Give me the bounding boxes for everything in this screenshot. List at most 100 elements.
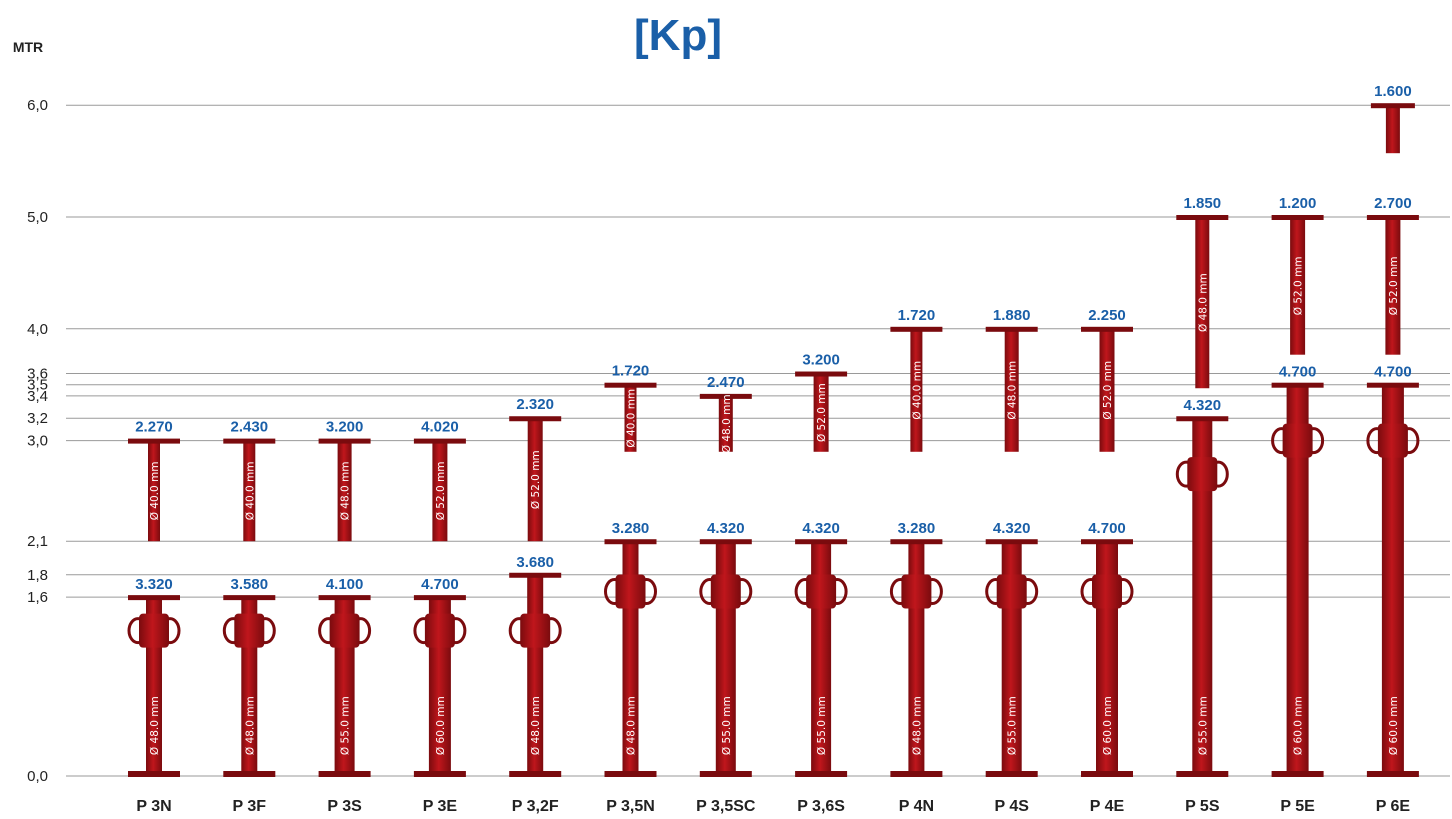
load-at-min-label: 4.700 — [1374, 364, 1412, 381]
outer-diameter-label: Ø 48.0 mm — [911, 696, 923, 755]
inner-diameter-label: Ø 52.0 mm — [1102, 361, 1114, 420]
prop-p-4e: 4.700 2.250 Ø 60.0 mm Ø 52.0 mm — [1080, 307, 1134, 777]
category-label: P 3E — [423, 798, 458, 815]
y-tick-label: 3,5 — [27, 377, 48, 394]
y-tick-label: 1,6 — [27, 589, 48, 606]
inner-tube — [432, 440, 448, 542]
base-plate — [1271, 771, 1324, 777]
inner-tube — [624, 384, 637, 452]
prop-p-5s: 4.320 1.850 Ø 55.0 mm Ø 48.0 mm — [1175, 195, 1229, 777]
min-height-plate — [509, 572, 562, 578]
adjustment-nut — [234, 613, 265, 648]
inner-tube — [718, 395, 733, 452]
outer-tube — [1381, 384, 1404, 776]
category-label: P 3,5N — [606, 798, 655, 815]
min-height-plate — [1366, 382, 1419, 388]
load-at-max-label: 3.200 — [326, 419, 364, 436]
min-height-plate — [1271, 382, 1324, 388]
category-label: P 6E — [1376, 798, 1411, 815]
outer-diameter-label: Ø 55.0 mm — [1007, 696, 1019, 755]
max-height-plate — [1271, 215, 1324, 220]
base-plate — [1366, 771, 1419, 777]
y-tick-label: 6,0 — [27, 97, 48, 114]
max-height-plate — [890, 326, 943, 332]
max-height-plate — [413, 438, 466, 444]
load-at-max-label: 1.720 — [612, 363, 650, 380]
prop-p-3f: 3.580 2.430 Ø 48.0 mm Ø 40.0 mm — [222, 419, 276, 777]
inner-tube — [527, 418, 543, 542]
category-label: P 3N — [136, 798, 171, 815]
prop-p-5e: 4.700 1.200 Ø 60.0 mm Ø 52.0 mm — [1271, 195, 1325, 777]
outer-diameter-label: Ø 55.0 mm — [340, 696, 352, 755]
inner-tube — [1385, 217, 1401, 355]
load-at-min-label: 4.320 — [802, 520, 840, 537]
y-tick-label: 3,0 — [27, 433, 48, 450]
max-height-plate — [604, 382, 657, 388]
prop-p-3-6s: 4.320 3.200 Ø 55.0 mm Ø 52.0 mm — [794, 352, 848, 777]
outer-diameter-label: Ø 60.0 mm — [1293, 696, 1305, 755]
max-height-plate — [795, 371, 848, 377]
inner-diameter-label: Ø 48.0 mm — [1007, 361, 1019, 420]
load-at-min-label: 4.320 — [1184, 397, 1222, 414]
adjustment-nut — [139, 613, 169, 648]
load-at-min-label: 4.100 — [326, 576, 364, 593]
extension-tube — [1385, 105, 1400, 154]
outer-diameter-label: Ø 60.0 mm — [1388, 696, 1400, 755]
min-height-plate — [985, 539, 1038, 545]
load-at-max-label: 2.430 — [231, 419, 269, 436]
max-height-plate — [1366, 215, 1419, 220]
max-height-plate — [128, 438, 180, 444]
y-tick-label: 3,4 — [27, 388, 48, 405]
load-at-max-label: 4.020 — [421, 419, 459, 436]
outer-diameter-label: Ø 55.0 mm — [816, 696, 828, 755]
y-tick-label: 5,0 — [27, 209, 48, 226]
min-height-plate — [223, 595, 276, 601]
inner-diameter-label: Ø 52.0 mm — [1293, 256, 1305, 315]
load-at-max-label: 2.270 — [135, 419, 173, 436]
load-at-max-label: 1.850 — [1184, 195, 1222, 212]
load-at-min-label: 4.700 — [421, 576, 459, 593]
load-at-max-label: 1.880 — [993, 307, 1031, 324]
category-label: P 3,6S — [797, 798, 845, 815]
extension-plate — [1370, 103, 1415, 109]
min-height-plate — [795, 539, 848, 545]
inner-tube — [813, 373, 829, 452]
outer-diameter-label: Ø 60.0 mm — [1102, 696, 1114, 755]
outer-diameter-label: Ø 48.0 mm — [530, 696, 542, 755]
inner-diameter-label: Ø 40.0 mm — [626, 389, 638, 448]
y-tick-label: 1,8 — [27, 567, 48, 584]
min-height-plate — [604, 539, 657, 545]
category-label: P 5S — [1185, 798, 1220, 815]
load-at-max-label: 2.320 — [516, 396, 554, 413]
adjustment-nut — [710, 574, 741, 609]
base-plate — [604, 771, 657, 777]
y-tick-label: 0,0 — [27, 768, 48, 785]
y-tick-label: 4,0 — [27, 321, 48, 338]
inner-diameter-label: Ø 48.0 mm — [340, 462, 352, 521]
inner-tube — [1290, 217, 1306, 355]
inner-tube — [337, 440, 352, 542]
load-at-min-label: 3.320 — [135, 576, 173, 593]
adjustment-nut — [615, 574, 646, 609]
category-label: P 3,5SC — [696, 798, 756, 815]
outer-tube — [1192, 418, 1213, 776]
base-plate — [413, 771, 466, 777]
max-height-plate — [318, 438, 371, 444]
max-height-plate — [509, 416, 562, 422]
load-at-min-label: 3.280 — [898, 520, 936, 537]
outer-diameter-label: Ø 48.0 mm — [149, 696, 161, 755]
category-label: P 3S — [327, 798, 362, 815]
inner-diameter-label: Ø 52.0 mm — [1388, 256, 1400, 315]
gridlines — [66, 104, 1450, 777]
y-tick-label: 3,6 — [27, 366, 48, 383]
prop-p-3e: 4.700 4.020 Ø 60.0 mm Ø 52.0 mm — [413, 419, 467, 777]
max-height-plate — [985, 326, 1038, 332]
base-plate — [223, 771, 276, 777]
min-height-plate — [1081, 539, 1133, 545]
base-plate — [795, 771, 848, 777]
inner-diameter-label: Ø 40.0 mm — [149, 462, 161, 521]
load-at-min-label: 4.320 — [707, 520, 745, 537]
inner-diameter-label: Ø 52.0 mm — [530, 450, 542, 509]
max-height-plate — [699, 393, 752, 399]
